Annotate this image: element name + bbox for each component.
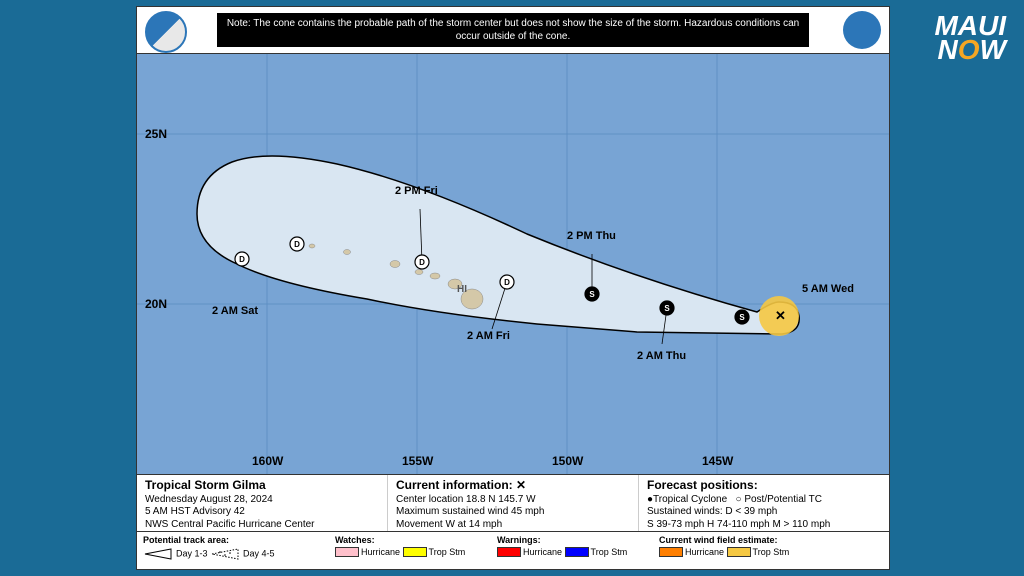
legend-wind: Current wind field estimate: Hurricane T…: [653, 532, 889, 570]
legend-warnings: Warnings: Hurricane Trop Stm: [491, 532, 653, 570]
current-info: Current information: ✕ Center location 1…: [388, 475, 639, 531]
svg-text:D: D: [419, 258, 425, 267]
nws-logo-icon: [843, 11, 881, 49]
svg-text:S: S: [589, 290, 595, 299]
legend-track: Potential track area: Day 1-3 Day 4-5: [137, 532, 329, 570]
card-header: Note: The cone contains the probable pat…: [137, 7, 889, 54]
lon-label: 155W: [402, 454, 433, 468]
svg-text:2 PM Fri: 2 PM Fri: [395, 185, 438, 197]
legend-watches: Watches: Hurricane Trop Stm: [329, 532, 491, 570]
svg-text:D: D: [294, 240, 300, 249]
svg-text:2 PM Thu: 2 PM Thu: [567, 230, 616, 242]
forecast-info: Forecast positions: ●Tropical Cyclone ○ …: [639, 475, 889, 531]
svg-text:2 AM Thu: 2 AM Thu: [637, 350, 686, 362]
svg-text:2 AM Fri: 2 AM Fri: [467, 330, 510, 342]
legend-panel: Potential track area: Day 1-3 Day 4-5 Wa…: [137, 531, 889, 570]
svg-text:D: D: [239, 255, 245, 264]
lon-label: 145W: [702, 454, 733, 468]
lon-label: 150W: [552, 454, 583, 468]
svg-text:D: D: [504, 278, 510, 287]
cone-note: Note: The cone contains the probable pat…: [217, 13, 809, 47]
track-map: HI ✕ 5 AM Wed S S 2 AM Thu S 2 PM Thu D 2 AM Fri D…: [137, 54, 889, 474]
storm-info: Tropical Storm Gilma Wednesday August 28…: [137, 475, 388, 531]
lat-label: 20N: [145, 297, 167, 311]
svg-text:HI: HI: [457, 284, 467, 295]
lon-label: 160W: [252, 454, 283, 468]
svg-text:S: S: [664, 304, 670, 313]
svg-text:5 AM Wed: 5 AM Wed: [802, 283, 854, 295]
forecast-card: Note: The cone contains the probable pat…: [136, 6, 890, 570]
svg-text:S: S: [739, 313, 745, 322]
info-panel: Tropical Storm Gilma Wednesday August 28…: [137, 474, 889, 531]
noaa-logo-icon: [145, 11, 187, 53]
maui-now-logo: MAUI NOW: [934, 14, 1006, 62]
map-svg: HI ✕ 5 AM Wed S S 2 AM Thu S 2 PM Thu D 2 AM Fri D…: [137, 54, 889, 474]
lat-label: 25N: [145, 127, 167, 141]
svg-text:✕: ✕: [775, 308, 786, 323]
svg-text:2 AM Sat: 2 AM Sat: [212, 305, 258, 317]
